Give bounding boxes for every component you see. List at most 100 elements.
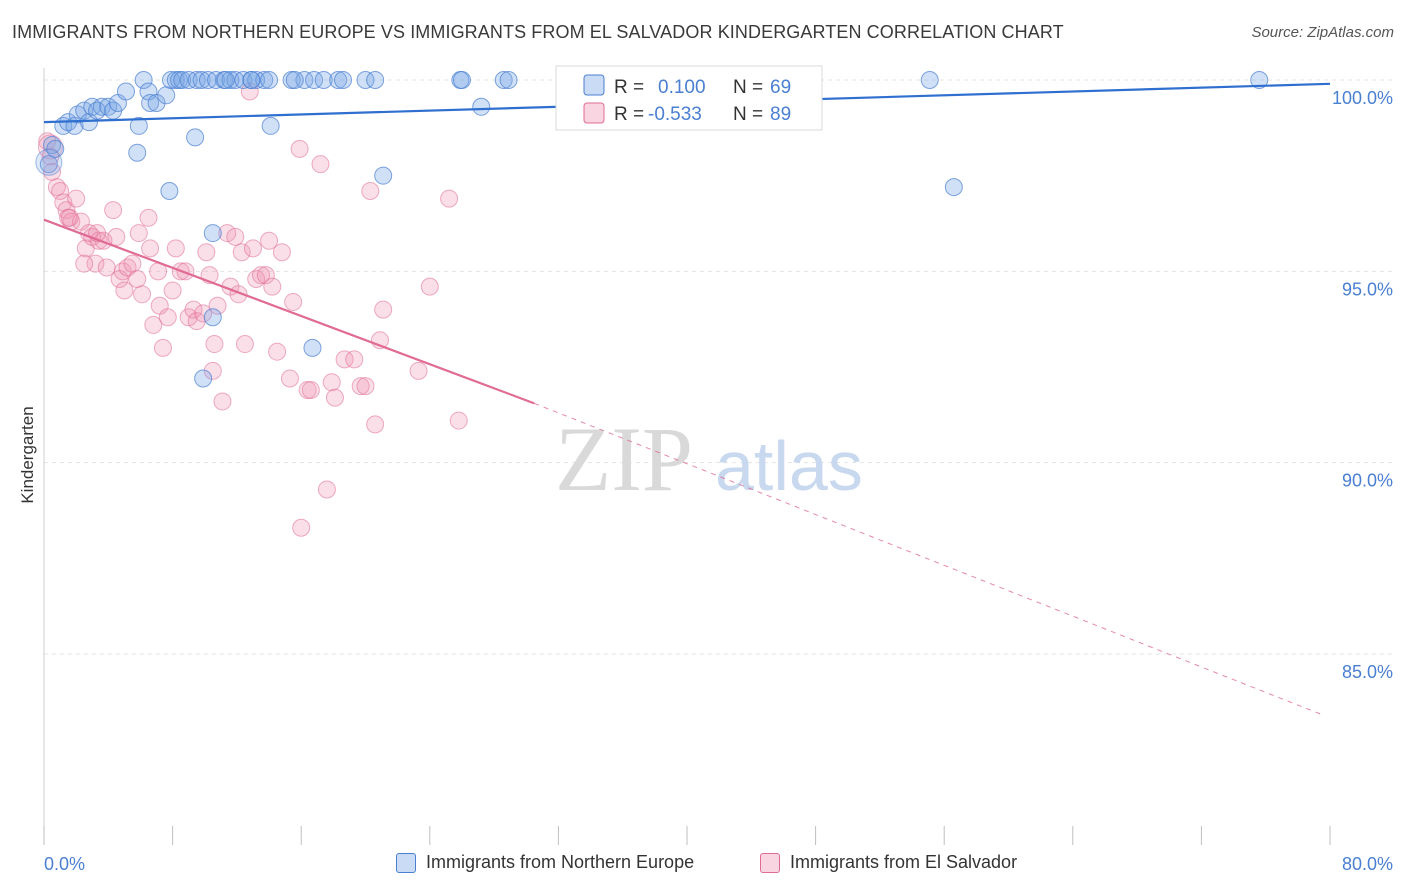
point-el-salvador xyxy=(311,155,330,174)
point-northern-europe xyxy=(261,116,280,135)
point-el-salvador xyxy=(232,243,251,262)
point-el-salvador xyxy=(153,338,172,357)
point-el-salvador xyxy=(366,415,385,434)
point-el-salvador xyxy=(213,392,232,411)
point-el-salvador xyxy=(205,335,224,354)
watermark-atlas: atlas xyxy=(715,427,863,505)
point-el-salvador xyxy=(335,350,354,369)
point-northern-europe xyxy=(116,82,135,101)
point-northern-europe xyxy=(216,71,235,89)
point-el-salvador xyxy=(256,266,275,285)
point-el-salvador xyxy=(243,239,262,258)
point-northern-europe xyxy=(920,71,939,89)
bottom-legend-swatch-pink xyxy=(760,852,780,873)
point-el-salvador xyxy=(440,189,459,208)
chart-title: IMMIGRANTS FROM NORTHERN EUROPE VS IMMIG… xyxy=(12,22,1064,42)
point-northern-europe xyxy=(39,155,58,174)
point-el-salvador xyxy=(139,208,158,227)
point-northern-europe xyxy=(242,71,261,89)
point-el-salvador xyxy=(290,139,309,158)
point-el-salvador xyxy=(141,239,160,258)
point-northern-europe xyxy=(494,71,513,89)
point-el-salvador xyxy=(240,82,259,101)
point-el-salvador xyxy=(361,181,380,200)
series-el-salvador-points xyxy=(37,82,468,537)
point-el-salvador xyxy=(67,189,86,208)
point-el-salvador xyxy=(292,518,311,537)
legend-n-value-1: 69 xyxy=(770,77,791,98)
point-northern-europe xyxy=(944,178,963,197)
point-northern-europe xyxy=(160,181,179,200)
point-northern-europe xyxy=(472,97,491,116)
y-tick-label: 85.0% xyxy=(1342,662,1393,682)
legend-r-label-2: R = xyxy=(614,104,644,125)
point-northern-europe xyxy=(305,71,324,89)
point-northern-europe xyxy=(134,71,153,89)
point-northern-europe xyxy=(203,224,222,243)
point-northern-europe xyxy=(129,116,148,135)
point-northern-europe-cluster xyxy=(35,148,63,176)
y-tick-labels: 100.0% 95.0% 90.0% 85.0% xyxy=(1332,88,1393,682)
point-northern-europe xyxy=(255,71,274,89)
legend-n-label-1: N = xyxy=(733,77,763,98)
point-el-salvador xyxy=(226,227,245,246)
point-el-salvador xyxy=(176,262,195,281)
point-northern-europe xyxy=(314,71,333,89)
point-el-salvador xyxy=(235,335,254,354)
point-el-salvador xyxy=(129,224,148,243)
point-el-salvador xyxy=(184,300,203,319)
watermark: ZIP atlas xyxy=(555,408,863,510)
trend-line-el-salvador xyxy=(43,218,535,405)
bottom-legend-label-el-salvador: Immigrants from El Salvador xyxy=(790,852,1018,872)
bottom-legend-item-el-salvador: Immigrants from El Salvador xyxy=(760,852,1017,873)
gridlines xyxy=(44,79,1392,655)
point-el-salvador xyxy=(203,361,222,380)
point-el-salvador xyxy=(317,480,336,499)
point-el-salvador xyxy=(260,231,279,250)
point-northern-europe xyxy=(46,139,65,158)
point-el-salvador xyxy=(166,239,185,258)
point-northern-europe xyxy=(173,71,192,89)
legend-box xyxy=(555,65,823,131)
y-tick-label: 95.0% xyxy=(1342,279,1393,299)
point-northern-europe xyxy=(295,71,314,89)
point-el-salvador xyxy=(301,380,320,399)
legend-swatch-blue xyxy=(583,74,605,96)
point-el-salvador xyxy=(409,361,428,380)
point-northern-europe xyxy=(260,71,279,89)
point-northern-europe xyxy=(329,71,348,89)
bottom-legend-label-northern-europe: Immigrants from Northern Europe xyxy=(426,852,695,872)
watermark-zip: ZIP xyxy=(555,408,693,510)
point-el-salvador xyxy=(144,315,163,334)
point-el-salvador xyxy=(194,304,213,323)
legend-r-value-1: 0.100 xyxy=(658,77,706,98)
trend-line-el-salvador-extension xyxy=(534,402,1324,716)
legend-n-value-2: 89 xyxy=(770,104,791,125)
point-el-salvador xyxy=(284,292,303,311)
x-tick-label: 0.0% xyxy=(44,854,85,874)
point-el-salvador xyxy=(263,277,282,296)
y-tick-label: 90.0% xyxy=(1342,471,1393,491)
series-northern-europe-points xyxy=(35,71,1269,388)
point-el-salvador xyxy=(115,281,134,300)
legend-n-label-2: N = xyxy=(733,104,763,125)
y-tick-label: 100.0% xyxy=(1332,88,1393,108)
point-el-salvador xyxy=(51,181,70,200)
point-el-salvador xyxy=(420,277,439,296)
point-el-salvador xyxy=(272,243,291,262)
bottom-legend-swatch-blue xyxy=(396,852,416,873)
point-northern-europe xyxy=(333,71,352,89)
point-el-salvador xyxy=(128,269,147,288)
y-axis-label: Kindergarten xyxy=(18,406,37,503)
bottom-legend: Immigrants from Northern Europe Immigran… xyxy=(0,852,1406,878)
point-northern-europe xyxy=(366,71,385,89)
point-el-salvador xyxy=(197,243,216,262)
x-tick-label: 80.0% xyxy=(1342,854,1393,874)
point-el-salvador xyxy=(60,208,79,227)
point-el-salvador xyxy=(374,300,393,319)
point-el-salvador xyxy=(345,350,364,369)
point-northern-europe xyxy=(157,86,176,105)
point-northern-europe xyxy=(194,369,213,388)
point-northern-europe xyxy=(499,71,518,89)
